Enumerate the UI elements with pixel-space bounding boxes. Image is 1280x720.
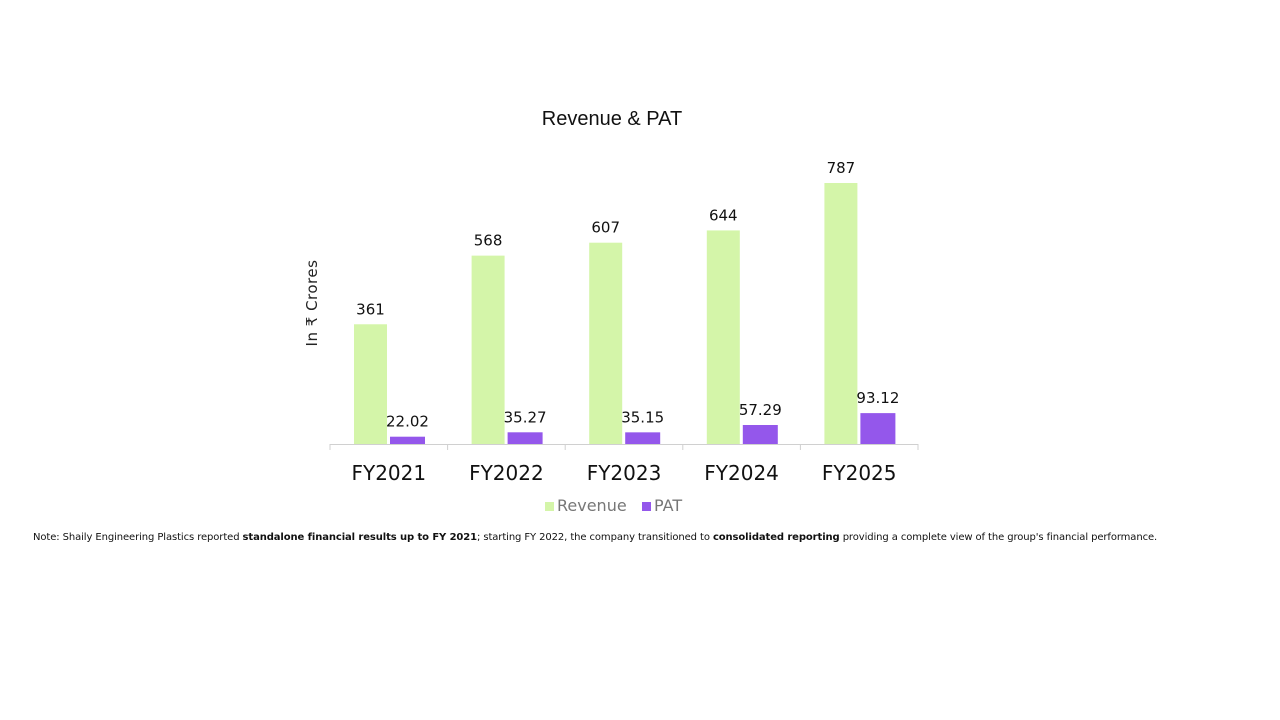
legend-swatch-revenue <box>545 502 554 511</box>
bar-revenue-fy2024 <box>706 230 740 444</box>
bar-revenue-fy2021 <box>354 324 387 444</box>
legend: Revenue PAT <box>545 496 682 515</box>
x-axis <box>329 444 919 450</box>
legend-label-pat: PAT <box>654 496 682 515</box>
data-label-pat-fy2023: 35.15 <box>621 408 664 426</box>
data-label-revenue-fy2025: 787 <box>827 159 856 177</box>
data-label-pat-fy2021: 22.02 <box>386 413 429 431</box>
note-suffix: providing a complete view of the group's… <box>839 532 1158 543</box>
data-label-pat-fy2022: 35.27 <box>504 408 547 426</box>
bar-revenue-fy2023 <box>589 242 623 444</box>
x-tick-label-fy2025: FY2025 <box>822 461 897 485</box>
x-tick-label-fy2023: FY2023 <box>587 461 662 485</box>
bar-pat-fy2022 <box>507 432 543 444</box>
chart-title: Revenue & PAT <box>542 108 682 130</box>
y-axis-label: In ₹ Crores <box>303 260 321 347</box>
footnote: Note: Shaily Engineering Plastics report… <box>33 532 1263 543</box>
bar-pat-fy2025 <box>860 413 896 444</box>
bars-group: 361 568 607 644 787 22.02 35.27 35.15 57.29 93.12 <box>354 159 899 444</box>
legend-swatch-pat <box>642 502 651 511</box>
bar-revenue-fy2025 <box>824 183 858 444</box>
legend-label-revenue: Revenue <box>557 496 627 515</box>
x-tick-labels: FY2021 FY2022 FY2023 FY2024 FY2025 <box>351 461 896 485</box>
bar-pat-fy2021 <box>390 436 425 444</box>
data-label-revenue-fy2021: 361 <box>356 300 385 318</box>
data-label-revenue-fy2022: 568 <box>474 232 503 250</box>
bar-pat-fy2023 <box>625 432 661 444</box>
bar-revenue-fy2022 <box>471 255 505 444</box>
data-label-pat-fy2025: 93.12 <box>856 389 899 407</box>
x-tick-label-fy2021: FY2021 <box>351 461 426 485</box>
bar-pat-fy2024 <box>742 425 778 444</box>
note-bold-standalone: standalone financial results up to FY 20… <box>242 532 478 543</box>
x-tick-label-fy2022: FY2022 <box>469 461 544 485</box>
note-bold-consolidated: consolidated reporting <box>712 532 840 543</box>
note-prefix: Note: Shaily Engineering Plastics report… <box>33 532 243 543</box>
data-label-revenue-fy2023: 607 <box>591 219 620 237</box>
data-label-revenue-fy2024: 644 <box>709 206 738 224</box>
note-middle: ; starting FY 2022, the company transiti… <box>477 532 713 543</box>
data-label-pat-fy2024: 57.29 <box>739 401 782 419</box>
x-tick-label-fy2024: FY2024 <box>704 461 779 485</box>
